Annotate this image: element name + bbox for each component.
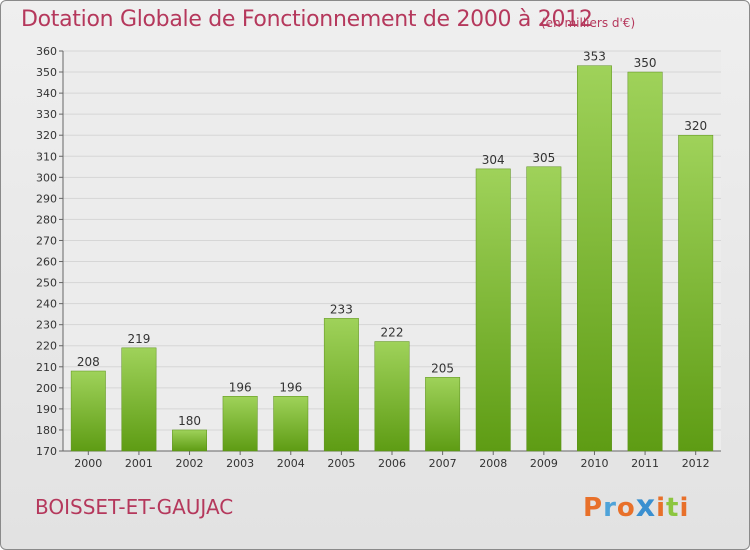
bar-2008 xyxy=(475,168,511,452)
chart-subtitle: (en milliers d'€) xyxy=(541,16,636,30)
y-tick-label: 180 xyxy=(36,424,57,437)
x-tick-label: 2011 xyxy=(631,457,659,470)
y-tick-label: 270 xyxy=(36,234,57,247)
x-tick-label: 2008 xyxy=(479,457,507,470)
bar-2004 xyxy=(273,396,309,452)
y-tick-label: 200 xyxy=(36,382,57,395)
data-label-2007: 205 xyxy=(431,361,454,375)
chart-title: Dotation Globale de Fonctionnement de 20… xyxy=(21,7,593,32)
x-tick-label: 2004 xyxy=(277,457,305,470)
y-tick-label: 360 xyxy=(36,45,57,58)
commune-name: BOISSET-ET-GAUJAC xyxy=(35,495,234,519)
x-tick-label: 2002 xyxy=(176,457,204,470)
data-label-2006: 222 xyxy=(381,326,404,340)
y-tick-label: 300 xyxy=(36,171,57,184)
data-label-2009: 305 xyxy=(532,151,555,165)
bar-2007 xyxy=(425,377,461,452)
data-labels: 208 219 180 196 196 233 222 205 304 305 353 350 320 xyxy=(77,50,707,428)
data-label-2005: 233 xyxy=(330,302,353,316)
bar-2012 xyxy=(678,134,714,452)
bar-2010 xyxy=(577,65,612,452)
y-tick-label: 250 xyxy=(36,277,57,290)
data-label-2004: 196 xyxy=(279,380,302,394)
y-tick-label: 210 xyxy=(36,361,57,374)
logo-letter: i xyxy=(679,493,690,523)
y-tick-label: 190 xyxy=(36,403,57,416)
y-tick-label: 330 xyxy=(36,108,57,121)
x-tick-label: 2012 xyxy=(682,457,710,470)
logo-letter: P xyxy=(583,493,604,523)
x-tick-label: 2001 xyxy=(125,457,153,470)
y-tick-label: 170 xyxy=(36,445,57,458)
bar-2005 xyxy=(323,318,359,452)
data-label-2012: 320 xyxy=(684,119,707,133)
logo-letter: t xyxy=(666,493,680,523)
y-tick-label: 290 xyxy=(36,192,57,205)
y-tick-label: 260 xyxy=(36,256,57,269)
data-label-2001: 219 xyxy=(127,332,150,346)
logo-letter: x xyxy=(635,489,657,524)
bar-2003 xyxy=(222,396,258,452)
data-label-2002: 180 xyxy=(178,414,201,428)
x-tick-label: 2003 xyxy=(226,457,254,470)
y-tick-label: 340 xyxy=(36,87,57,100)
axes: 170 180 190 200 210 220 230 240 250 260 270 280 290 3… xyxy=(36,45,721,470)
y-tick-label: 230 xyxy=(36,319,57,332)
bar-2009 xyxy=(526,166,562,452)
logo-letter: i xyxy=(656,493,667,523)
x-tick-label: 2010 xyxy=(580,457,608,470)
y-tick-label: 320 xyxy=(36,129,57,142)
y-tick-label: 220 xyxy=(36,340,57,353)
x-tick-label: 2007 xyxy=(429,457,457,470)
data-label-2008: 304 xyxy=(482,153,505,167)
data-label-2010: 353 xyxy=(583,50,606,64)
bar-2002 xyxy=(172,429,207,452)
x-tick-label: 2005 xyxy=(327,457,355,470)
y-tick-label: 310 xyxy=(36,150,57,163)
y-tick-label: 280 xyxy=(36,213,57,226)
bar-2000 xyxy=(70,370,106,452)
x-tick-label: 2009 xyxy=(530,457,558,470)
bar-chart: 170 180 190 200 210 220 230 240 250 260 270 280 290 3… xyxy=(36,45,721,470)
y-tick-label: 240 xyxy=(36,298,57,311)
logo-letter: r xyxy=(603,493,617,523)
data-label-2003: 196 xyxy=(229,380,252,394)
logo-letter: o xyxy=(616,493,636,523)
bar-2001 xyxy=(121,347,157,452)
x-tick-label: 2006 xyxy=(378,457,406,470)
bars xyxy=(70,65,714,452)
y-tick-label: 350 xyxy=(36,66,57,79)
x-tick-label: 2000 xyxy=(74,457,102,470)
data-label-2011: 350 xyxy=(634,56,657,70)
data-label-2000: 208 xyxy=(77,355,100,369)
bar-2011 xyxy=(627,71,663,452)
bar-2006 xyxy=(374,341,410,452)
proxiti-logo: Proxiti xyxy=(583,489,689,524)
